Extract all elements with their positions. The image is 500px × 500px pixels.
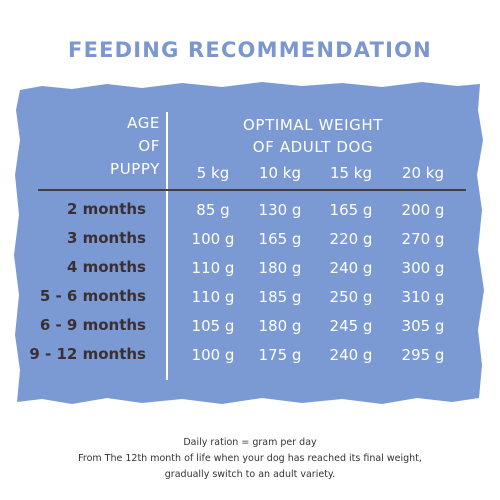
footnote-line: From The 12th month of life when your do…: [78, 453, 422, 464]
brush-stroke-panel: [14, 82, 484, 404]
table-background: [12, 80, 486, 408]
weight-header-line: OF ADULT DOG: [252, 138, 374, 156]
row-label: 3 months: [66, 229, 146, 247]
column-header: 15 kg: [329, 164, 373, 182]
table-cell: 180 g: [258, 259, 302, 277]
table-cell: 185 g: [258, 288, 302, 306]
page-title: FEEDING RECOMMENDATION: [68, 38, 432, 62]
table-cell: 85 g: [196, 201, 230, 219]
weight-header: OPTIMAL WEIGHT OF ADULT DOG: [168, 114, 458, 158]
footnote-line: gradually switch to an adult variety.: [164, 469, 336, 480]
table-cell: 240 g: [329, 259, 373, 277]
table-cell: 175 g: [258, 346, 302, 364]
age-header-line: OF: [138, 137, 160, 155]
table-cell: 110 g: [191, 259, 235, 277]
table-cell: 130 g: [258, 201, 302, 219]
table-cell: 300 g: [401, 259, 445, 277]
table-cell: 220 g: [329, 230, 373, 248]
row-label: 5 - 6 months: [39, 287, 146, 305]
column-header: 10 kg: [258, 164, 302, 182]
age-header-line: PUPPY: [110, 160, 160, 178]
column-header: 20 kg: [401, 164, 445, 182]
table-cell: 295 g: [401, 346, 445, 364]
row-label: 2 months: [66, 200, 146, 218]
footnote: Daily ration = gram per day From The 12t…: [0, 435, 500, 483]
table-cell: 165 g: [329, 201, 373, 219]
vertical-divider: [166, 112, 168, 380]
table-cell: 180 g: [258, 317, 302, 335]
table-cell: 245 g: [329, 317, 373, 335]
header-divider: [38, 189, 466, 191]
table-cell: 310 g: [401, 288, 445, 306]
table-cell: 250 g: [329, 288, 373, 306]
row-label: 4 months: [66, 258, 146, 276]
table-cell: 305 g: [401, 317, 445, 335]
table-cell: 110 g: [191, 288, 235, 306]
weight-header-line: OPTIMAL WEIGHT: [243, 116, 383, 134]
row-label: 6 - 9 months: [39, 316, 146, 334]
table-cell: 100 g: [191, 230, 235, 248]
table-cell: 105 g: [191, 317, 235, 335]
row-label: 9 - 12 months: [29, 345, 146, 363]
table-cell: 270 g: [401, 230, 445, 248]
column-header: 5 kg: [196, 164, 230, 182]
age-header-line: AGE: [127, 114, 160, 132]
footnote-line: Daily ration = gram per day: [183, 437, 317, 448]
table-cell: 165 g: [258, 230, 302, 248]
table-cell: 240 g: [329, 346, 373, 364]
age-header: AGE OF PUPPY: [110, 112, 160, 181]
table-cell: 200 g: [401, 201, 445, 219]
table-cell: 100 g: [191, 346, 235, 364]
